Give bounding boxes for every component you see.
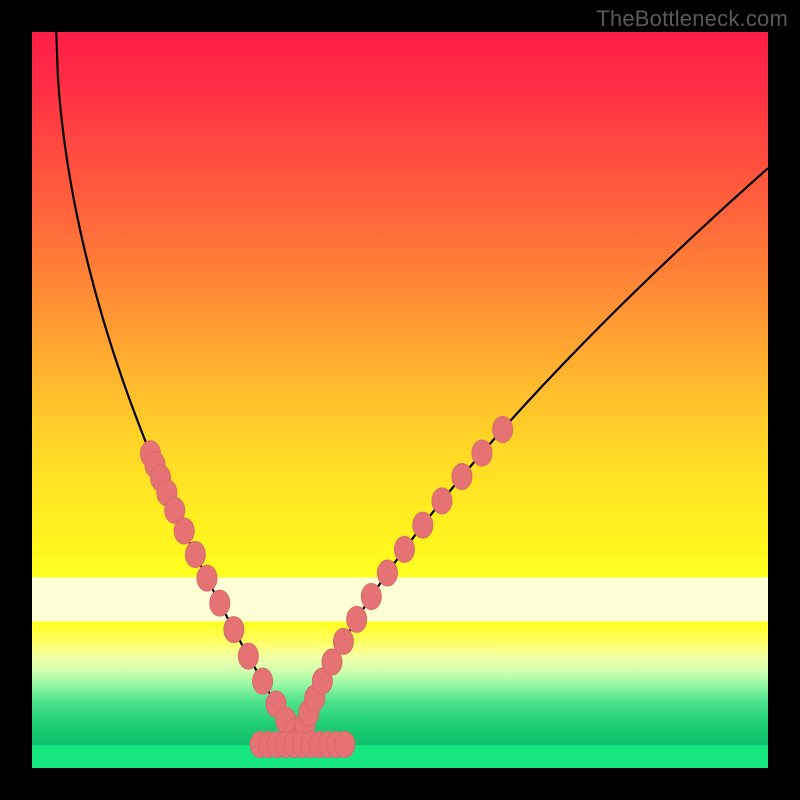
data-marker bbox=[238, 643, 258, 669]
data-marker bbox=[432, 488, 452, 514]
data-marker bbox=[452, 464, 472, 490]
chart-svg bbox=[32, 32, 768, 768]
data-marker bbox=[335, 731, 355, 757]
plot-area bbox=[32, 32, 768, 768]
watermark-text: TheBottleneck.com bbox=[596, 6, 788, 32]
chart-container: TheBottleneck.com bbox=[0, 0, 800, 800]
data-marker bbox=[347, 606, 367, 632]
data-marker bbox=[253, 668, 273, 694]
data-marker bbox=[377, 560, 397, 586]
data-marker bbox=[197, 565, 217, 591]
data-marker bbox=[333, 628, 353, 654]
data-marker bbox=[174, 518, 194, 544]
data-marker bbox=[224, 617, 244, 643]
data-marker bbox=[413, 512, 433, 538]
data-marker bbox=[472, 440, 492, 466]
data-marker bbox=[361, 584, 381, 610]
data-marker bbox=[210, 590, 230, 616]
data-marker bbox=[493, 416, 513, 442]
data-marker bbox=[185, 542, 205, 568]
gradient-background bbox=[32, 32, 768, 768]
data-marker bbox=[394, 536, 414, 562]
